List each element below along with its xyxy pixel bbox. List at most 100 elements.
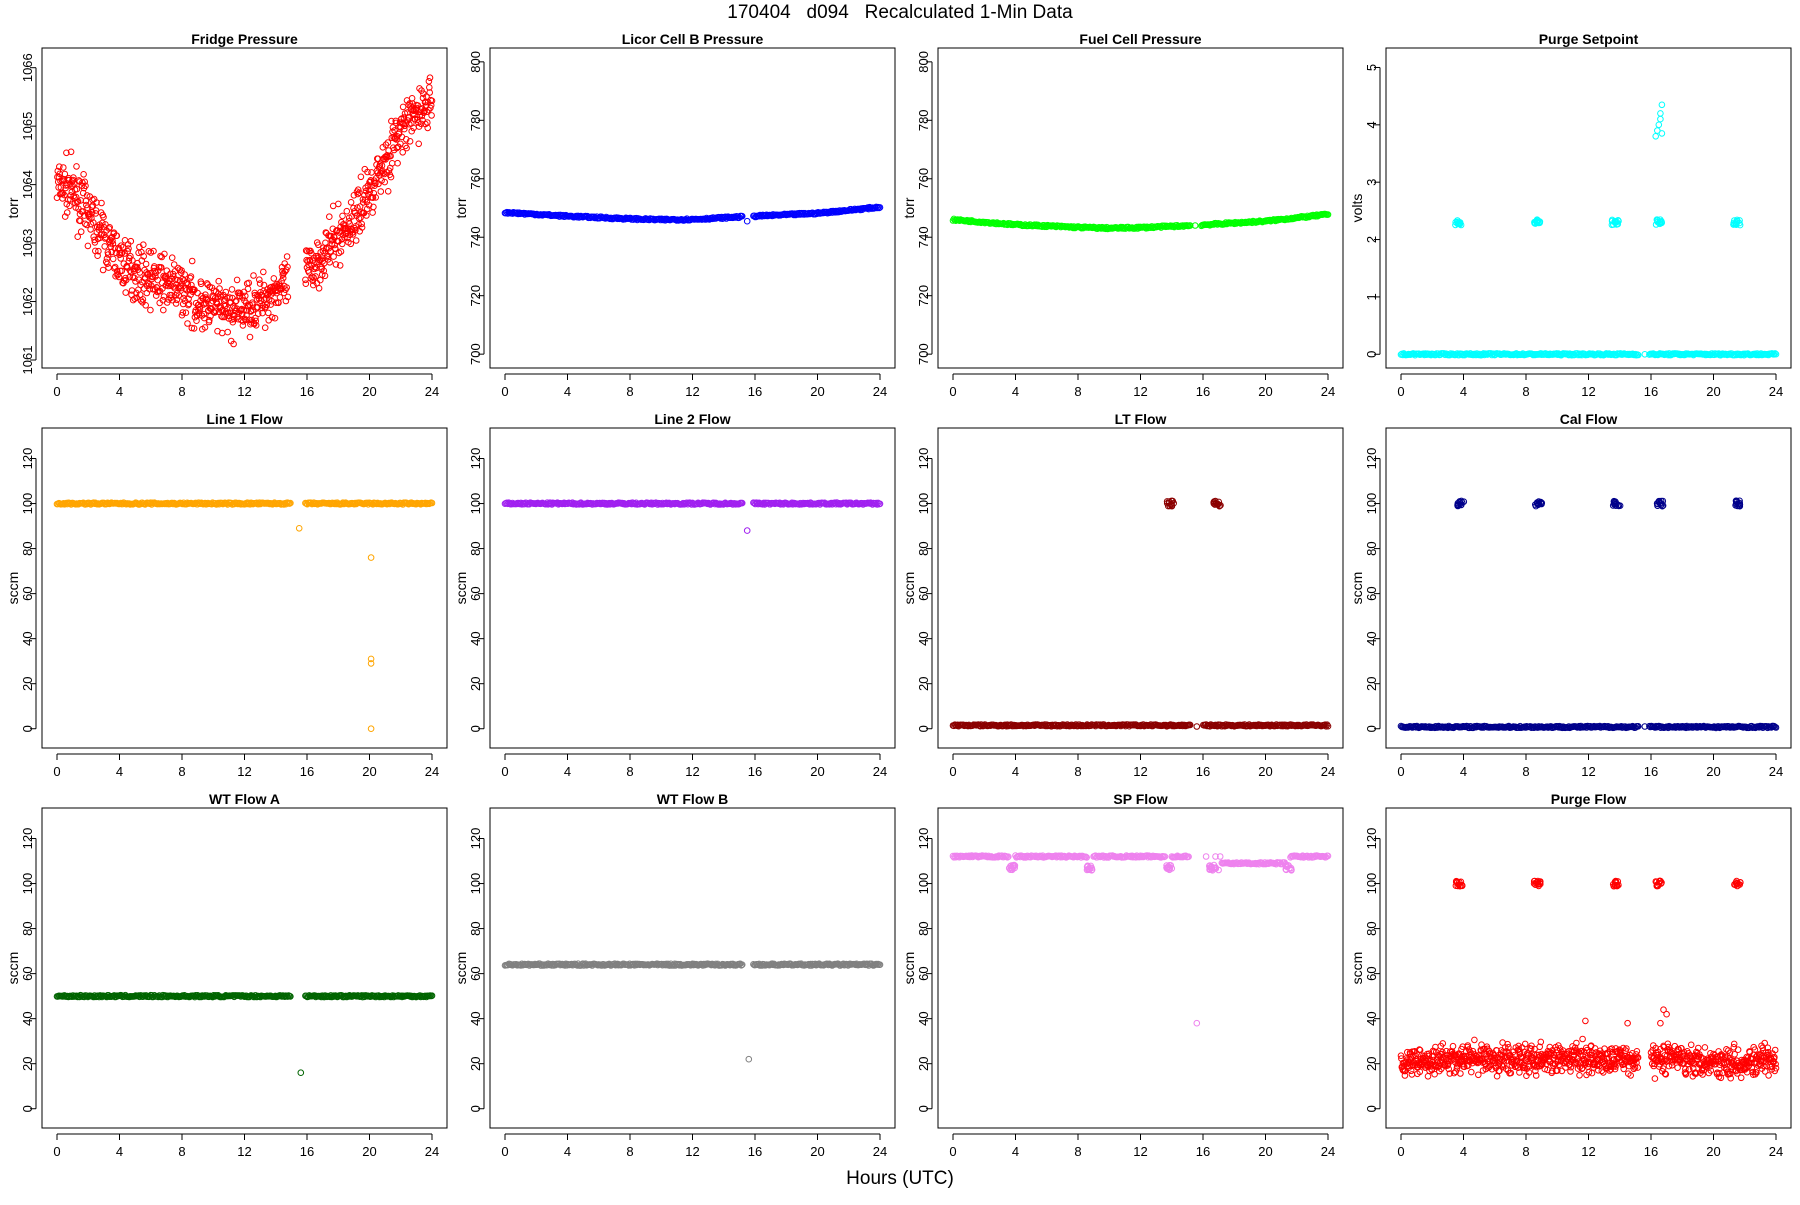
- x-tick-label: 12: [1133, 384, 1147, 399]
- x-tick-label: 20: [1706, 764, 1720, 779]
- y-tick-label: 60: [916, 586, 931, 600]
- data-point: [296, 526, 302, 532]
- y-tick-label: 0: [916, 1105, 931, 1112]
- y-axis-label: torr: [453, 197, 469, 218]
- data-points: [950, 498, 1331, 729]
- plot-frame: [42, 808, 447, 1128]
- plot-frame: [1386, 428, 1791, 748]
- y-tick-label: 60: [20, 586, 35, 600]
- x-tick-label: 0: [501, 764, 508, 779]
- data-points: [54, 75, 435, 347]
- y-axis-label: sccm: [453, 572, 469, 605]
- data-point: [85, 243, 91, 249]
- y-tick-label: 80: [916, 541, 931, 555]
- y-tick-label: 60: [1364, 586, 1379, 600]
- y-tick-label: 20: [916, 1056, 931, 1070]
- x-tick-label: 8: [178, 764, 185, 779]
- x-tick-label: 12: [685, 384, 699, 399]
- y-tick-label: 1064: [20, 170, 35, 199]
- data-point: [106, 265, 112, 271]
- y-tick-label: 60: [20, 966, 35, 980]
- data-point: [268, 302, 274, 308]
- y-tick-label: 720: [916, 285, 931, 307]
- x-tick-label: 8: [1074, 1144, 1081, 1159]
- y-axis-label: sccm: [5, 572, 21, 605]
- y-tick-label: 120: [468, 828, 483, 850]
- y-axis-label: sccm: [5, 952, 21, 985]
- x-tick-label: 24: [1769, 764, 1783, 779]
- data-point: [216, 278, 222, 284]
- data-point: [395, 160, 401, 166]
- panel-title: Fridge Pressure: [191, 31, 298, 47]
- y-tick-label: 80: [916, 921, 931, 935]
- x-tick-label: 0: [53, 1144, 60, 1159]
- x-tick-label: 24: [425, 1144, 439, 1159]
- panel-title: Line 1 Flow: [206, 411, 282, 427]
- x-tick-label: 12: [237, 764, 251, 779]
- x-tick-label: 12: [1133, 1144, 1147, 1159]
- y-tick-label: 0: [20, 725, 35, 732]
- x-tick-label: 24: [873, 384, 887, 399]
- x-tick-label: 24: [1321, 764, 1335, 779]
- data-point: [185, 321, 191, 327]
- data-point: [1659, 102, 1665, 108]
- x-tick-label: 8: [626, 1144, 633, 1159]
- data-point: [144, 290, 150, 296]
- x-tick-label: 8: [1074, 384, 1081, 399]
- x-tick-label: 0: [1397, 764, 1404, 779]
- x-tick-label: 24: [1769, 384, 1783, 399]
- y-tick-label: 2: [1364, 236, 1379, 243]
- data-point: [148, 307, 154, 313]
- x-tick-label: 24: [425, 384, 439, 399]
- x-tick-label: 4: [564, 764, 571, 779]
- y-tick-label: 1066: [20, 53, 35, 82]
- data-points: [950, 211, 1331, 231]
- x-tick-label: 20: [1258, 1144, 1272, 1159]
- y-tick-label: 4: [1364, 121, 1379, 128]
- x-tick-label: 12: [1581, 764, 1595, 779]
- data-point: [229, 287, 235, 293]
- x-tick-label: 8: [178, 384, 185, 399]
- data-point: [251, 273, 257, 279]
- data-point: [1658, 116, 1664, 122]
- y-tick-label: 760: [916, 168, 931, 190]
- data-point: [303, 281, 309, 287]
- x-tick-label: 4: [564, 1144, 571, 1159]
- data-point: [143, 261, 149, 267]
- y-tick-label: 120: [916, 828, 931, 850]
- data-points: [54, 992, 435, 1075]
- y-tick-label: 80: [20, 921, 35, 935]
- y-axis-label: sccm: [901, 952, 917, 985]
- y-tick-label: 1063: [20, 229, 35, 258]
- data-points: [1398, 498, 1779, 731]
- data-point: [247, 334, 253, 340]
- y-tick-label: 5: [1364, 64, 1379, 71]
- y-tick-label: 780: [916, 109, 931, 131]
- x-tick-label: 16: [748, 764, 762, 779]
- x-tick-label: 12: [685, 1144, 699, 1159]
- x-tick-label: 0: [949, 1144, 956, 1159]
- data-point: [316, 286, 322, 292]
- y-tick-label: 0: [468, 725, 483, 732]
- x-tick-label: 16: [748, 1144, 762, 1159]
- x-tick-label: 12: [1133, 764, 1147, 779]
- panel-title: Cal Flow: [1560, 411, 1618, 427]
- x-tick-label: 24: [425, 764, 439, 779]
- data-point: [81, 172, 87, 178]
- y-tick-label: 740: [916, 226, 931, 248]
- y-tick-label: 120: [916, 448, 931, 470]
- y-tick-label: 1062: [20, 287, 35, 316]
- x-tick-label: 4: [1460, 384, 1467, 399]
- data-point: [318, 277, 324, 283]
- data-point: [61, 165, 67, 171]
- data-point: [189, 258, 195, 264]
- y-tick-label: 40: [1364, 631, 1379, 645]
- y-axis-label: sccm: [1349, 572, 1365, 605]
- y-tick-label: 0: [1364, 725, 1379, 732]
